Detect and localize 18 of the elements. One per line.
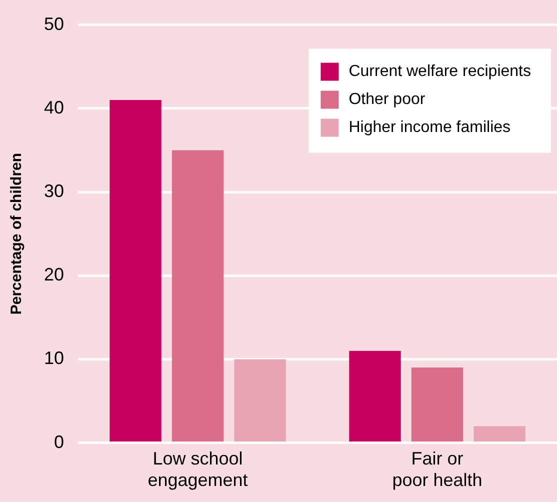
y-tick-label: 50 bbox=[44, 14, 64, 34]
x-tick-label: Fair or poor health bbox=[392, 448, 482, 490]
x-tick-label: Low school engagement bbox=[148, 448, 248, 490]
legend-label: Other poor bbox=[348, 91, 426, 108]
y-axis-title: Percentage of children bbox=[8, 152, 26, 315]
bar bbox=[110, 100, 162, 442]
bar bbox=[349, 350, 401, 442]
bar bbox=[411, 368, 464, 442]
bar bbox=[172, 150, 224, 442]
y-tick-label: 20 bbox=[44, 264, 64, 285]
y-tick-label: 0 bbox=[54, 432, 64, 452]
y-tick-label: 40 bbox=[44, 97, 64, 118]
y-tick-label: 10 bbox=[44, 348, 64, 368]
y-tick-label: 30 bbox=[44, 180, 64, 201]
legend-label: Current welfare recipients bbox=[348, 63, 531, 80]
bar bbox=[234, 359, 286, 442]
legend-label: Higher income families bbox=[348, 119, 511, 136]
bar bbox=[474, 426, 526, 442]
